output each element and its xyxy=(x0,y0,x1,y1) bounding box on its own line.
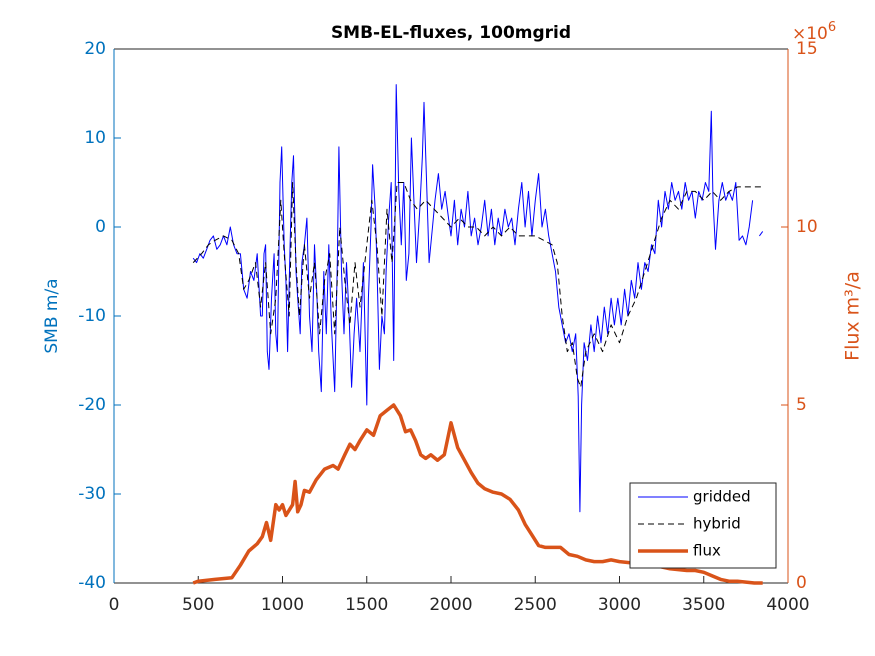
y-tick-label: 0 xyxy=(95,217,106,237)
x-tick-label: 4000 xyxy=(766,595,809,615)
y2-scale-exponent: 6 xyxy=(828,20,836,35)
y2-tick-label: 0 xyxy=(796,573,807,593)
y-tick-label: -30 xyxy=(78,484,106,504)
legend-label: hybrid xyxy=(693,515,741,533)
y2-tick-label: 10 xyxy=(796,217,818,237)
x-tick-label: 3000 xyxy=(598,595,641,615)
y-tick-label: 10 xyxy=(84,128,106,148)
x-tick-label: 500 xyxy=(182,595,214,615)
legend-label: flux xyxy=(693,542,721,560)
series-line xyxy=(192,84,764,513)
series-line xyxy=(192,182,763,388)
x-tick-label: 1000 xyxy=(261,595,304,615)
y2-tick-label: 5 xyxy=(796,395,807,415)
series-line xyxy=(192,403,763,585)
y-tick-label: -40 xyxy=(78,573,106,593)
chart-title: SMB-EL-fluxes, 100mgrid xyxy=(331,23,571,43)
legend-label: gridded xyxy=(693,488,751,506)
x-tick-label: 1500 xyxy=(345,595,388,615)
y2-scale: ×106 xyxy=(792,20,836,45)
y2-axis-label: Flux m³/a xyxy=(842,271,864,361)
x-tick-label: 3500 xyxy=(682,595,725,615)
x-tick-label: 0 xyxy=(109,595,120,615)
y-tick-label: -20 xyxy=(78,395,106,415)
y2-tick-label: 15 xyxy=(796,39,818,59)
y-tick-label: -10 xyxy=(78,306,106,326)
x-tick-label: 2500 xyxy=(514,595,557,615)
y-axis-label: SMB m/a xyxy=(42,278,62,353)
x-tick-label: 2000 xyxy=(429,595,472,615)
y2-scale-base: ×10 xyxy=(792,24,828,44)
y-tick-label: 20 xyxy=(84,39,106,59)
